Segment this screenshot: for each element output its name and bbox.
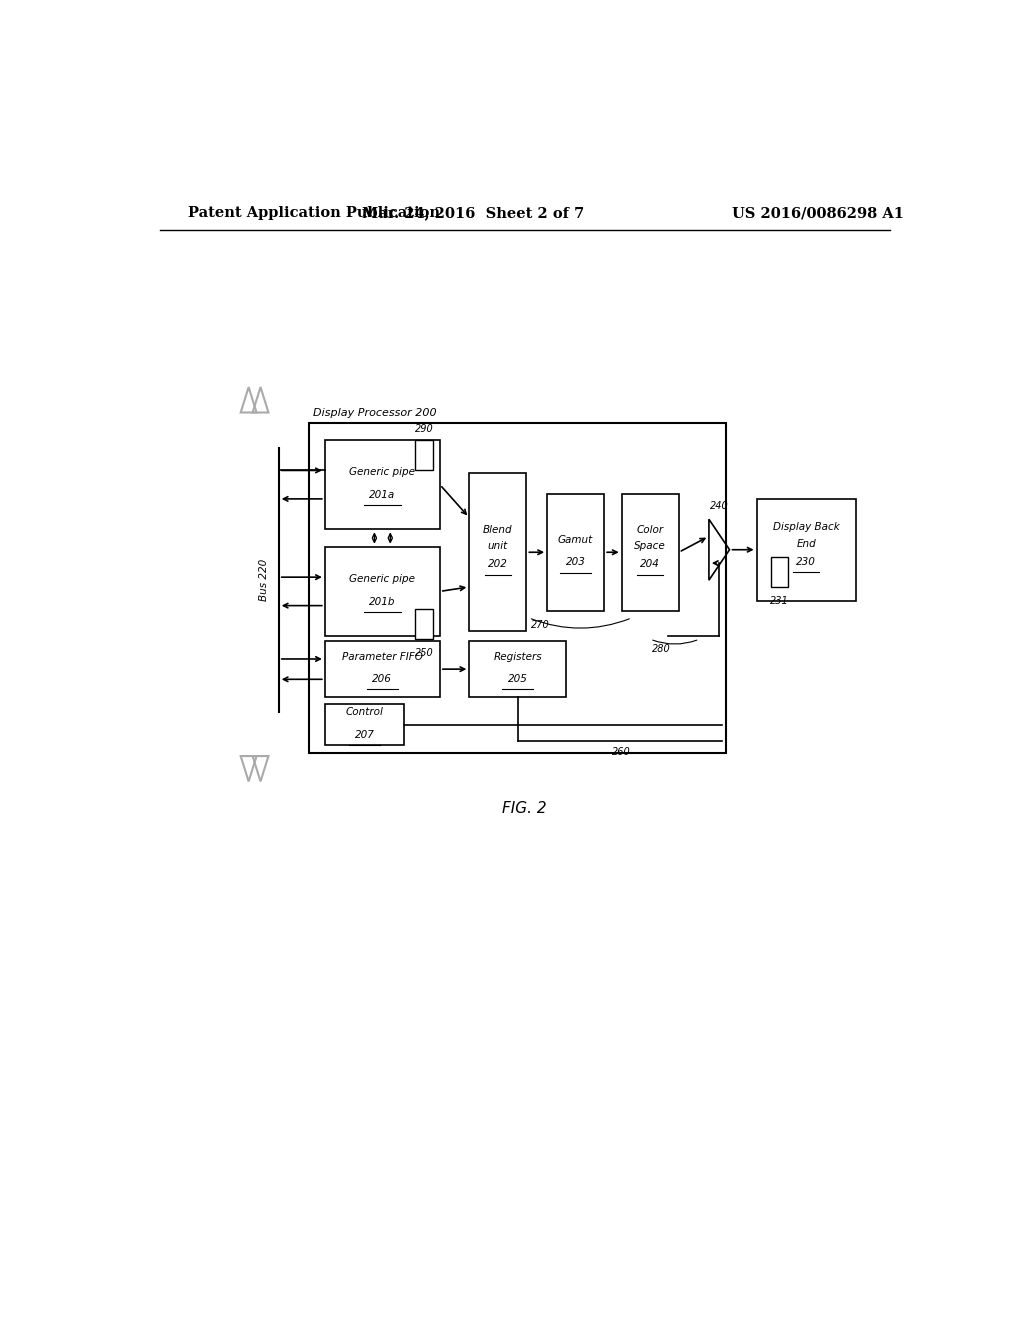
- Text: 290: 290: [415, 424, 433, 434]
- Text: Generic pipe: Generic pipe: [349, 467, 416, 478]
- Text: Parameter FIFO: Parameter FIFO: [342, 652, 423, 661]
- Text: 206: 206: [373, 675, 392, 684]
- Text: 260: 260: [612, 747, 631, 756]
- Text: 201a: 201a: [370, 490, 395, 500]
- Text: Registers: Registers: [494, 652, 542, 661]
- Text: 240: 240: [710, 502, 729, 511]
- Text: 230: 230: [797, 557, 816, 566]
- Bar: [469, 474, 526, 631]
- Text: Blend: Blend: [483, 525, 513, 535]
- Bar: [325, 440, 440, 529]
- Text: unit: unit: [487, 541, 508, 552]
- Text: 203: 203: [565, 557, 586, 568]
- Bar: [416, 440, 433, 470]
- Text: 270: 270: [531, 620, 550, 630]
- Text: 201b: 201b: [369, 597, 395, 607]
- Text: 231: 231: [770, 597, 788, 606]
- Bar: [309, 422, 726, 752]
- Text: 280: 280: [652, 644, 671, 655]
- Text: Mar. 24, 2016  Sheet 2 of 7: Mar. 24, 2016 Sheet 2 of 7: [362, 206, 585, 220]
- Text: Gamut: Gamut: [558, 535, 593, 545]
- Bar: [416, 609, 433, 639]
- Bar: [547, 494, 604, 611]
- Bar: [771, 557, 788, 587]
- Text: Patent Application Publication: Patent Application Publication: [187, 206, 439, 220]
- Text: End: End: [797, 539, 816, 549]
- Bar: [325, 642, 440, 697]
- Text: Control: Control: [345, 708, 383, 717]
- Text: Space: Space: [634, 541, 666, 552]
- Text: Display Processor 200: Display Processor 200: [313, 408, 436, 417]
- Bar: [325, 546, 440, 636]
- Bar: [622, 494, 679, 611]
- Bar: [325, 704, 404, 744]
- Text: Bus 220: Bus 220: [259, 560, 269, 602]
- Text: FIG. 2: FIG. 2: [503, 801, 547, 816]
- Text: 207: 207: [354, 730, 375, 739]
- Text: Generic pipe: Generic pipe: [349, 574, 416, 585]
- Text: 202: 202: [487, 560, 508, 569]
- Text: Color: Color: [637, 525, 664, 535]
- Text: 205: 205: [508, 675, 527, 684]
- Text: US 2016/0086298 A1: US 2016/0086298 A1: [732, 206, 904, 220]
- Text: 204: 204: [640, 560, 660, 569]
- Text: 250: 250: [415, 648, 433, 659]
- Bar: [469, 642, 566, 697]
- Bar: [757, 499, 856, 601]
- Text: Display Back: Display Back: [773, 523, 840, 532]
